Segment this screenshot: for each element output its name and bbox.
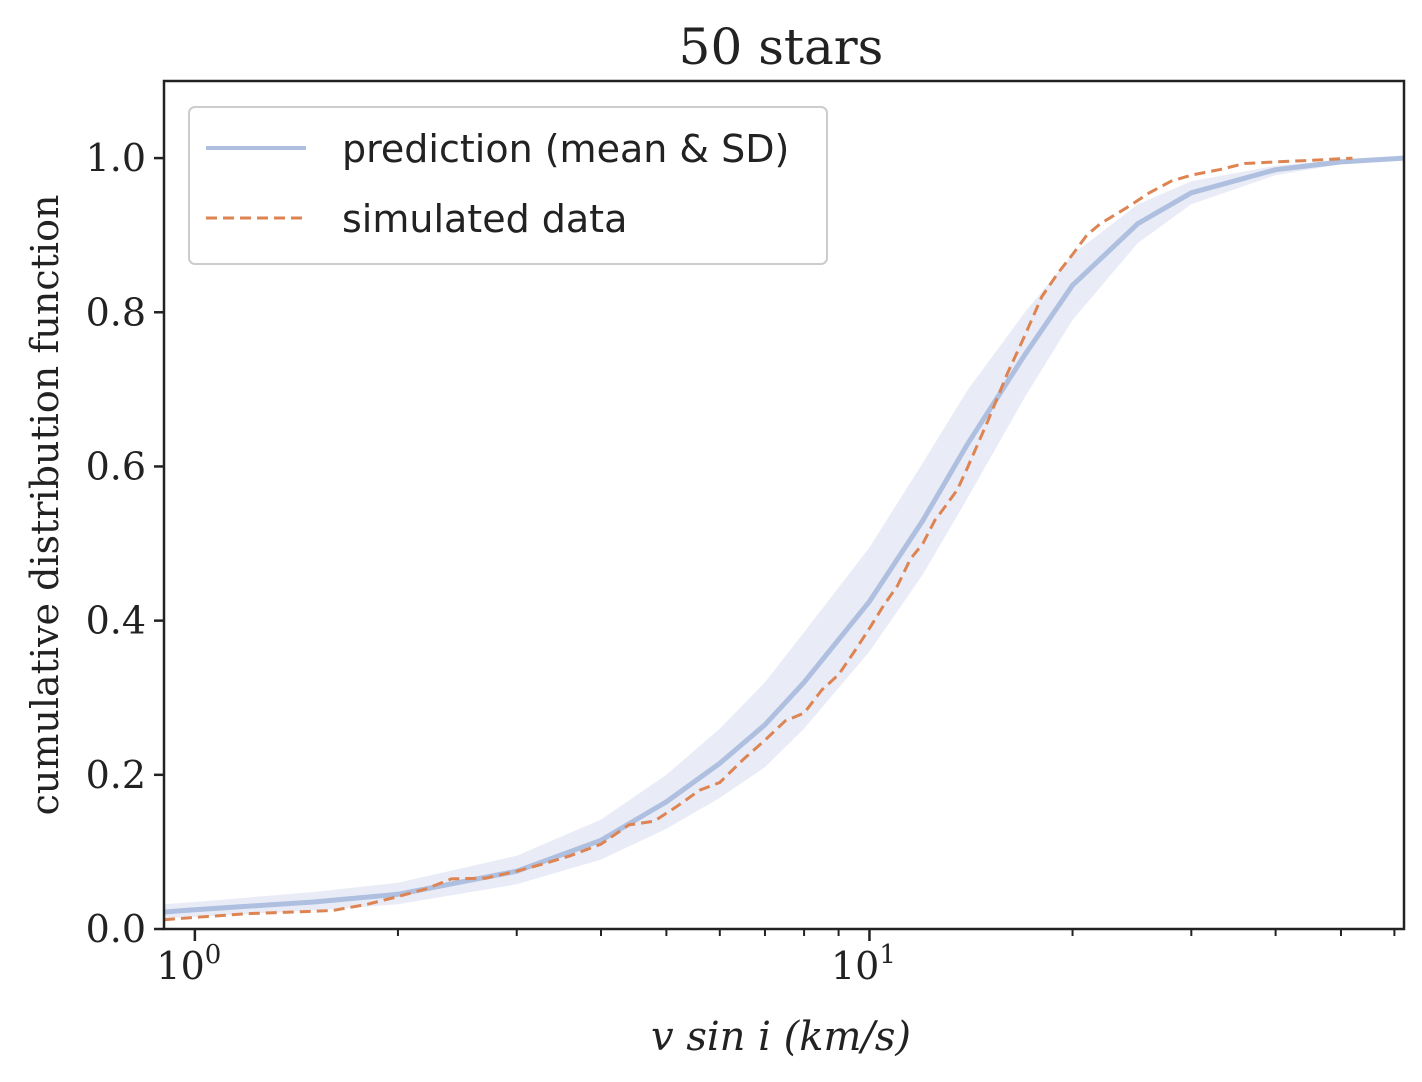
legend-frame (188, 106, 828, 265)
legend: prediction (mean & SD) simulated data (188, 106, 828, 265)
y-tick-label: 0.2 (86, 753, 146, 797)
legend-label-simulated: simulated data (342, 197, 627, 241)
plot-area (163, 155, 1405, 922)
y-axis-label: cumulative distribution function (23, 195, 67, 816)
simulated-data-line (163, 156, 1353, 922)
x-axis-label: v sin i (km/s) (651, 1014, 911, 1060)
y-axis: 0.0 0.2 0.4 0.6 0.8 1.0 (86, 136, 164, 951)
axes-frame (162, 79, 1406, 931)
y-tick-label: 0.0 (86, 907, 146, 951)
y-tick-label: 1.0 (86, 136, 146, 180)
y-tick-label: 0.8 (86, 290, 146, 334)
y-tick-label: 0.4 (86, 599, 146, 643)
legend-label-prediction: prediction (mean & SD) (342, 127, 789, 171)
chart-title: 50 stars (679, 18, 884, 76)
y-tick-label: 0.6 (86, 444, 146, 488)
